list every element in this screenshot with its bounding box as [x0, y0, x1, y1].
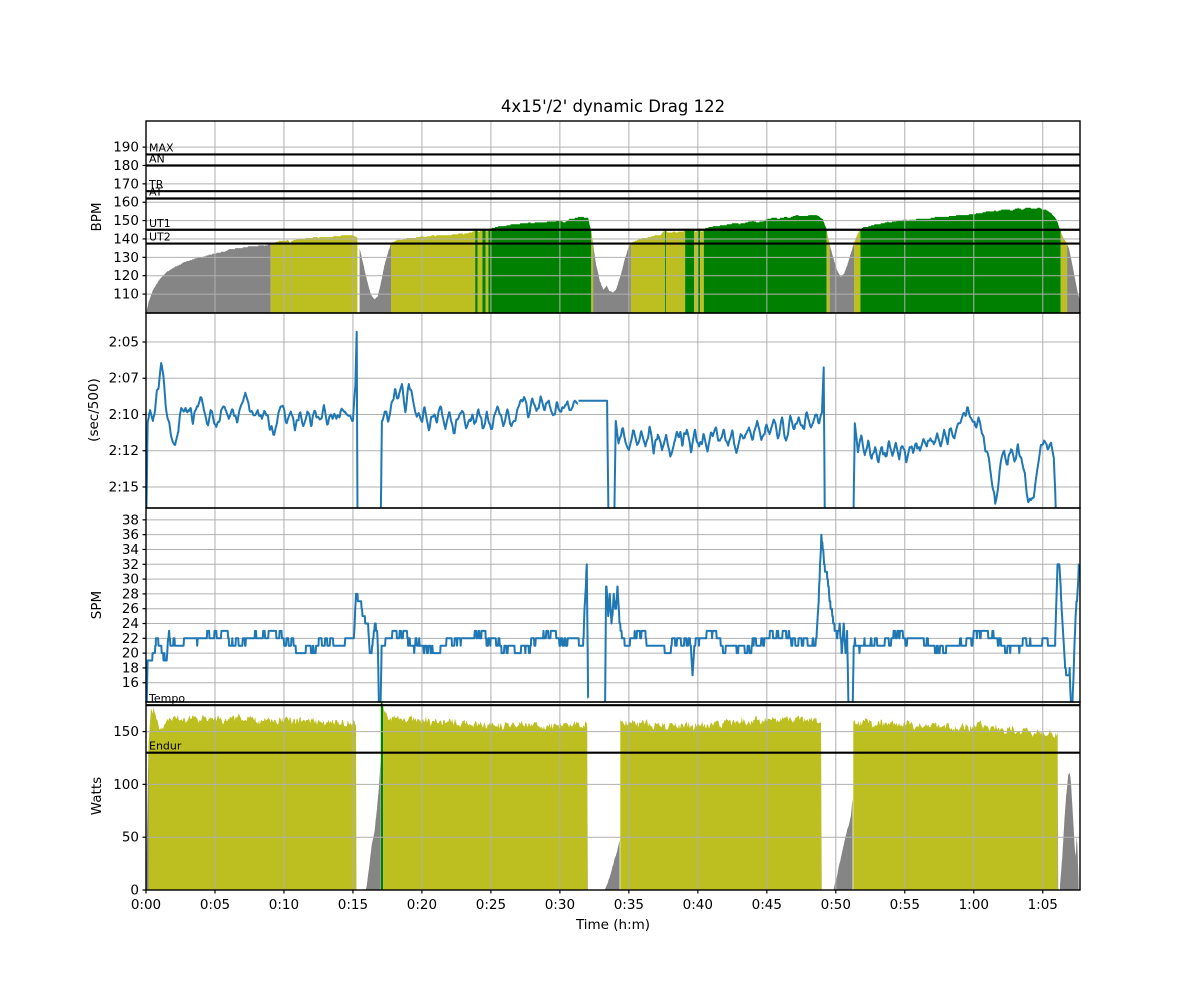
y-tick-label: 130: [113, 250, 139, 266]
heart_rate-area-fill: [700, 230, 704, 313]
heart_rate-area-fill: [391, 230, 475, 313]
y-tick-label: 26: [122, 601, 139, 617]
x-tick-label: 0:35: [614, 897, 644, 913]
y-tick-label: 16: [122, 675, 139, 691]
y-tick-label: 180: [113, 158, 139, 174]
heart_rate-area-fill: [488, 217, 591, 313]
x-tick-label: 0:20: [407, 897, 437, 913]
x-tick-label: 0:40: [683, 897, 713, 913]
bpm-axis-label: BPM: [89, 202, 105, 231]
x-axis-label: Time (h:m): [575, 917, 650, 933]
heart_rate-area-fill: [694, 230, 698, 313]
heart_rate-area-fill: [685, 229, 694, 313]
chart-title: 4x15'/2' dynamic Drag 122: [501, 97, 725, 116]
y-tick-label: 20: [122, 646, 139, 662]
heart_rate-area-fill: [854, 230, 860, 313]
y-tick-label: 120: [113, 268, 139, 284]
zone-label-ut2: UT2: [149, 231, 171, 244]
spm-axis-label: SPM: [89, 591, 105, 619]
power-area-fill: [149, 707, 357, 890]
y-tick-label: 140: [113, 231, 139, 247]
y-tick-label: 24: [122, 616, 139, 632]
y-tick-label: 110: [113, 287, 139, 303]
y-tick-label: 28: [122, 586, 139, 602]
y-tick-label: 30: [122, 572, 139, 588]
y-tick-label: 160: [113, 195, 139, 211]
zone-label-tempo: Tempo: [148, 692, 185, 705]
y-tick-label: 36: [122, 527, 139, 543]
heart_rate-area-fill: [475, 230, 477, 313]
y-tick-label: 32: [122, 557, 139, 573]
x-tick-label: 0:45: [752, 897, 782, 913]
x-tick-label: 0:30: [545, 897, 575, 913]
y-tick-label: 2:07: [109, 371, 139, 387]
x-tick-label: 0:05: [200, 897, 230, 913]
zone-label-endur: Endur: [149, 740, 182, 753]
y-tick-label: 18: [122, 660, 139, 676]
y-tick-label: 38: [122, 512, 139, 528]
power-area-fill: [383, 706, 587, 890]
zone-label-at: AT: [149, 186, 163, 199]
heart_rate-area-fill: [291, 235, 358, 313]
y-tick-label: 2:10: [109, 407, 139, 423]
y-tick-label: 150: [113, 213, 139, 229]
y-tick-label: 22: [122, 631, 139, 647]
y-tick-label: 2:15: [109, 479, 139, 495]
power-area-fill: [853, 718, 1057, 890]
x-tick-label: 0:50: [821, 897, 851, 913]
heart_rate-area-fill: [478, 230, 483, 313]
x-tick-label: 1:00: [959, 897, 989, 913]
x-tick-label: 0:55: [890, 897, 920, 913]
heart_rate-area-fill: [483, 230, 486, 313]
y-tick-label: 2:12: [109, 443, 139, 459]
heart_rate-area-fill: [665, 230, 666, 313]
y-tick-label: 190: [113, 140, 139, 156]
x-tick-label: 0:00: [131, 897, 161, 913]
pace-axis-label: (sec/500): [86, 378, 102, 442]
y-tick-label: 170: [113, 176, 139, 192]
y-tick-label: 2:05: [109, 334, 139, 350]
heart_rate-area-fill: [271, 240, 291, 313]
heart_rate-area-fill: [290, 243, 291, 313]
heart_rate-area-fill: [860, 208, 1060, 313]
y-tick-label: 34: [122, 542, 139, 558]
x-tick-label: 0:25: [476, 897, 506, 913]
zone-label-an: AN: [149, 152, 165, 165]
power-area-fill: [620, 716, 821, 890]
x-tick-label: 1:05: [1028, 897, 1058, 913]
x-tick-label: 0:15: [338, 897, 368, 913]
heart_rate-area-fill: [631, 230, 665, 313]
x-tick-label: 0:10: [269, 897, 299, 913]
zone-label-ut1: UT1: [149, 217, 171, 230]
y-tick-label: 100: [113, 777, 139, 793]
watts-axis-label: Watts: [89, 777, 105, 815]
heart_rate-area-fill: [486, 230, 489, 313]
y-tick-label: 50: [122, 830, 139, 846]
power-area-fill: [381, 702, 383, 890]
y-tick-label: 150: [113, 724, 139, 740]
heart_rate-area-fill: [666, 230, 685, 313]
